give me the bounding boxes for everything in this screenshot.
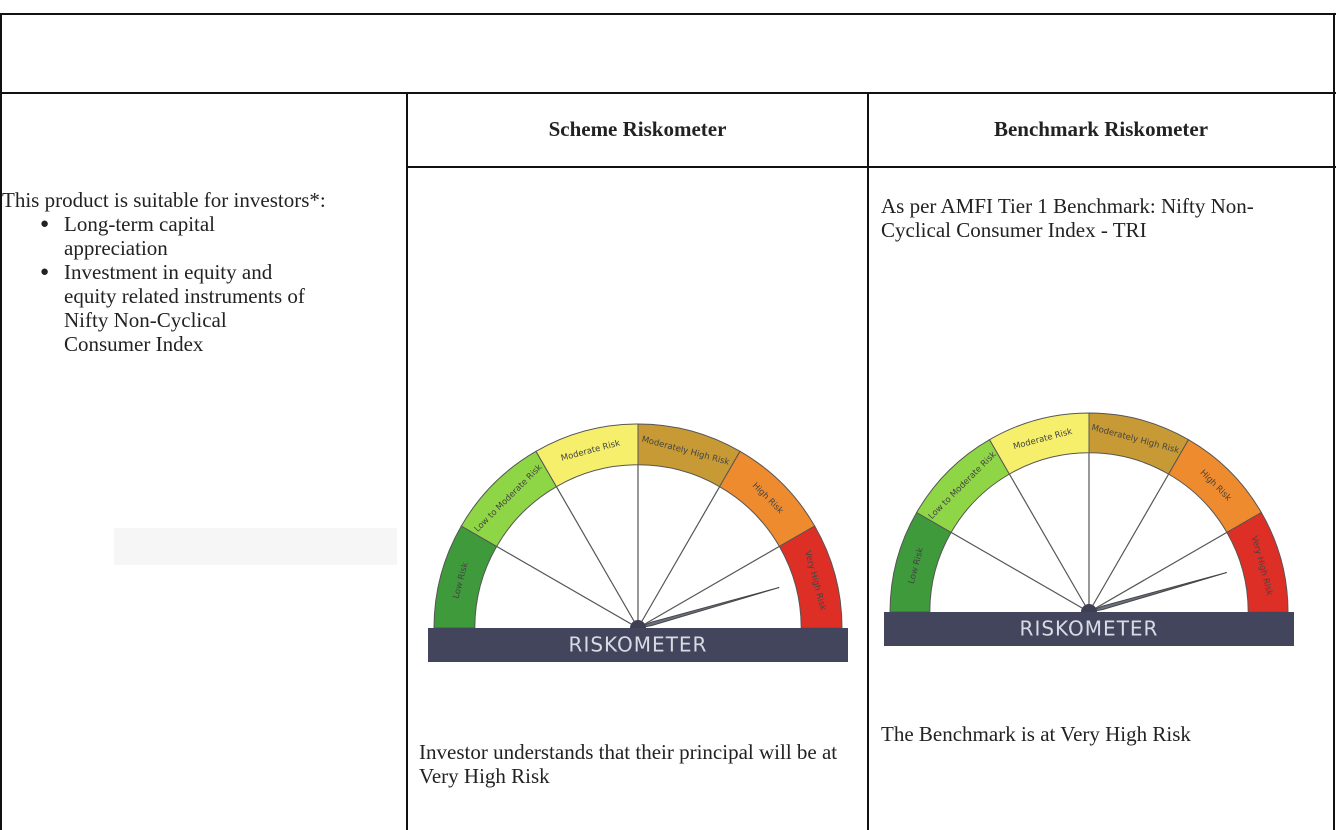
benchmark-caption: The Benchmark is at Very High Risk: [881, 722, 1191, 746]
border: [406, 93, 408, 830]
benchmark-note: As per AMFI Tier 1 Benchmark: Nifty Non-…: [881, 194, 1254, 242]
needle: [1088, 572, 1227, 613]
dial-line: [555, 486, 639, 629]
dial-line: [1008, 473, 1090, 613]
dial-line: [637, 486, 721, 629]
border: [0, 13, 1336, 15]
bullet-list: Long-term capital appreciation Investmen…: [2, 212, 394, 356]
dial-line: [1088, 531, 1228, 613]
border: [1333, 13, 1335, 830]
dial-line: [496, 545, 639, 629]
bullet: Investment in equity and equity related …: [2, 260, 314, 356]
suitability: This product is suitable for investors*:…: [2, 188, 394, 356]
needle: [637, 587, 780, 629]
riskometer-bar: [428, 628, 848, 662]
riskometer-label: RISKOMETER: [1020, 617, 1159, 641]
scheme-caption: Investor understands that their principa…: [419, 740, 838, 788]
border: [867, 93, 869, 830]
riskometer-bar: [884, 612, 1294, 646]
riskometer-label: RISKOMETER: [569, 633, 708, 657]
blank-box: [114, 528, 397, 565]
column-header: Scheme Riskometer: [548, 117, 727, 141]
dial-line: [637, 545, 780, 629]
border: [0, 13, 2, 830]
column-header: Benchmark Riskometer: [993, 117, 1209, 141]
border: [0, 92, 1336, 94]
dial-line: [1088, 473, 1170, 613]
border: [406, 166, 1336, 168]
intro: This product is suitable for investors*:: [2, 188, 326, 212]
bullet: Long-term capital appreciation: [2, 212, 314, 260]
dial-line: [950, 531, 1090, 613]
